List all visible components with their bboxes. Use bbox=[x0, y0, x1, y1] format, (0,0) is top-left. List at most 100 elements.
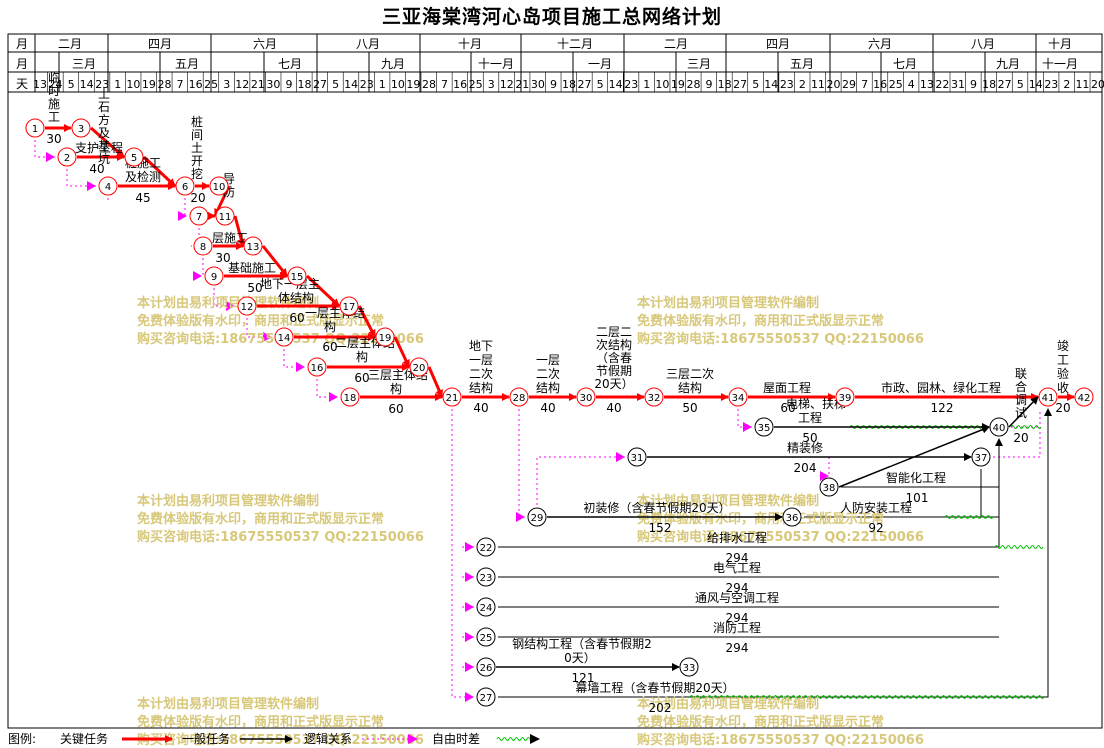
day-tick-label: 13 bbox=[33, 78, 47, 91]
task-duration: 60 bbox=[780, 401, 795, 415]
event-node: 30 bbox=[576, 387, 596, 407]
task-label: 体结构 bbox=[278, 290, 314, 305]
normal-task-arrow bbox=[838, 425, 990, 488]
task-label-temporary-works: 施 bbox=[48, 97, 60, 111]
node-circle bbox=[476, 597, 496, 617]
logic-dashed-line bbox=[536, 456, 625, 505]
day-tick-label: 5 bbox=[1017, 78, 1024, 91]
task-duration: 92 bbox=[868, 521, 883, 535]
node-circle bbox=[25, 118, 45, 138]
task-label-acceptance: 收 bbox=[1057, 381, 1069, 395]
node-number: 26 bbox=[480, 663, 493, 674]
event-node: 36 bbox=[782, 507, 802, 527]
node-circle bbox=[287, 266, 307, 286]
task-label-temporary-works: 临 bbox=[48, 71, 60, 85]
day-tick-label: 28 bbox=[686, 78, 700, 91]
watermark-text: 购买咨询电话:18675550537 QQ:22150066 bbox=[637, 732, 924, 748]
node-circle bbox=[971, 447, 991, 467]
task-label-earthwork: 基 bbox=[98, 139, 110, 153]
task-duration: 50 bbox=[247, 281, 262, 295]
node-circle bbox=[209, 176, 229, 196]
node-circle bbox=[175, 176, 195, 196]
node-circle bbox=[476, 657, 496, 677]
node-circle bbox=[782, 507, 802, 527]
task-label-acceptance: 验 bbox=[1057, 366, 1069, 381]
watermark-text: 免费体验版有水印，商用和正式版显示正常 bbox=[637, 313, 884, 329]
task-label: 消防工程 bbox=[713, 620, 761, 635]
watermark-text: 免费体验版有水印，商用和正式版显示正常 bbox=[637, 511, 884, 527]
task-label: 二次 bbox=[469, 367, 493, 381]
event-node: 33 bbox=[679, 657, 699, 677]
node-circle bbox=[476, 687, 496, 707]
task-duration: 294 bbox=[726, 581, 749, 595]
logic-line bbox=[498, 438, 1003, 548]
day-tick-label: 19 bbox=[142, 78, 156, 91]
node-number: 35 bbox=[758, 423, 771, 434]
critical-task-arrow bbox=[393, 336, 411, 368]
legend-normal-label: 一般任务 bbox=[182, 731, 230, 746]
task-duration: 40 bbox=[606, 401, 621, 415]
logic-dashed-line bbox=[316, 379, 338, 398]
node-number: 42 bbox=[1078, 393, 1091, 404]
node-circle bbox=[71, 118, 91, 138]
header-row-label: 天 bbox=[16, 77, 28, 91]
day-tick-label: 16 bbox=[873, 78, 887, 91]
node-number: 21 bbox=[446, 393, 459, 404]
node-circle bbox=[576, 387, 596, 407]
event-node: 15 bbox=[287, 266, 307, 286]
node-number: 31 bbox=[631, 453, 644, 464]
node-number: 34 bbox=[732, 393, 745, 404]
node-circle bbox=[409, 357, 429, 377]
node-circle bbox=[679, 657, 699, 677]
day-tick-label: 20 bbox=[827, 78, 841, 91]
task-label: 支护工程 bbox=[75, 140, 123, 155]
critical-task-arrow bbox=[90, 126, 125, 159]
node-circle bbox=[193, 236, 213, 256]
day-tick-label: 23 bbox=[360, 78, 374, 91]
watermark-text: 购买咨询电话:18675550537 QQ:22150066 bbox=[637, 331, 924, 347]
logic-pointer bbox=[743, 422, 752, 432]
task-label: 人防安装工程 bbox=[840, 500, 912, 515]
day-tick-label: 22 bbox=[935, 78, 949, 91]
logic-pointer bbox=[465, 602, 474, 612]
node-number: 9 bbox=[211, 272, 217, 283]
month-label-top: 四月 bbox=[148, 37, 172, 51]
task-duration: 45 bbox=[135, 191, 150, 205]
task-label: 通风与空调工程 bbox=[695, 590, 779, 605]
task-label: 20天） bbox=[594, 377, 633, 391]
day-tick-label: 18 bbox=[718, 78, 732, 91]
node-circle bbox=[1038, 387, 1058, 407]
legend-logic-pointer bbox=[408, 734, 418, 744]
task-label-earthwork: 土 bbox=[98, 87, 110, 101]
task-label: 初装修（含春节假期20天） bbox=[583, 500, 730, 515]
task-duration: 294 bbox=[726, 611, 749, 625]
day-tick-label: 10 bbox=[391, 78, 405, 91]
month-label-second: 七月 bbox=[278, 57, 302, 71]
logic-pointer bbox=[193, 271, 202, 281]
task-duration: 20 bbox=[1013, 431, 1028, 445]
node-number: 18 bbox=[344, 393, 357, 404]
node-circle bbox=[819, 477, 839, 497]
day-tick-label: 27 bbox=[733, 78, 747, 91]
logic-pointer bbox=[178, 211, 187, 221]
task-label: 0天） bbox=[564, 651, 596, 665]
task-label: 节假期 bbox=[596, 364, 632, 378]
day-tick-label: 5 bbox=[68, 78, 75, 91]
logic-pointer bbox=[87, 181, 96, 191]
watermark-text: 本计划由易利项目管理软件编制 bbox=[137, 696, 319, 712]
node-number: 23 bbox=[480, 573, 493, 584]
watermark-text: 免费体验版有水印，商用和正式版显示正常 bbox=[137, 511, 384, 527]
day-tick-label: 20 bbox=[1091, 78, 1104, 91]
node-circle bbox=[627, 447, 647, 467]
critical-task-arrow bbox=[233, 215, 246, 247]
day-tick-label: 10 bbox=[126, 78, 140, 91]
node-circle bbox=[274, 327, 294, 347]
task-label: 精装修 bbox=[787, 440, 823, 455]
logic-dashed-line bbox=[737, 409, 752, 428]
day-tick-label: 9 bbox=[706, 78, 713, 91]
event-node: 42 bbox=[1074, 387, 1094, 407]
node-number: 30 bbox=[580, 393, 593, 404]
month-label-second: 七月 bbox=[893, 57, 917, 71]
